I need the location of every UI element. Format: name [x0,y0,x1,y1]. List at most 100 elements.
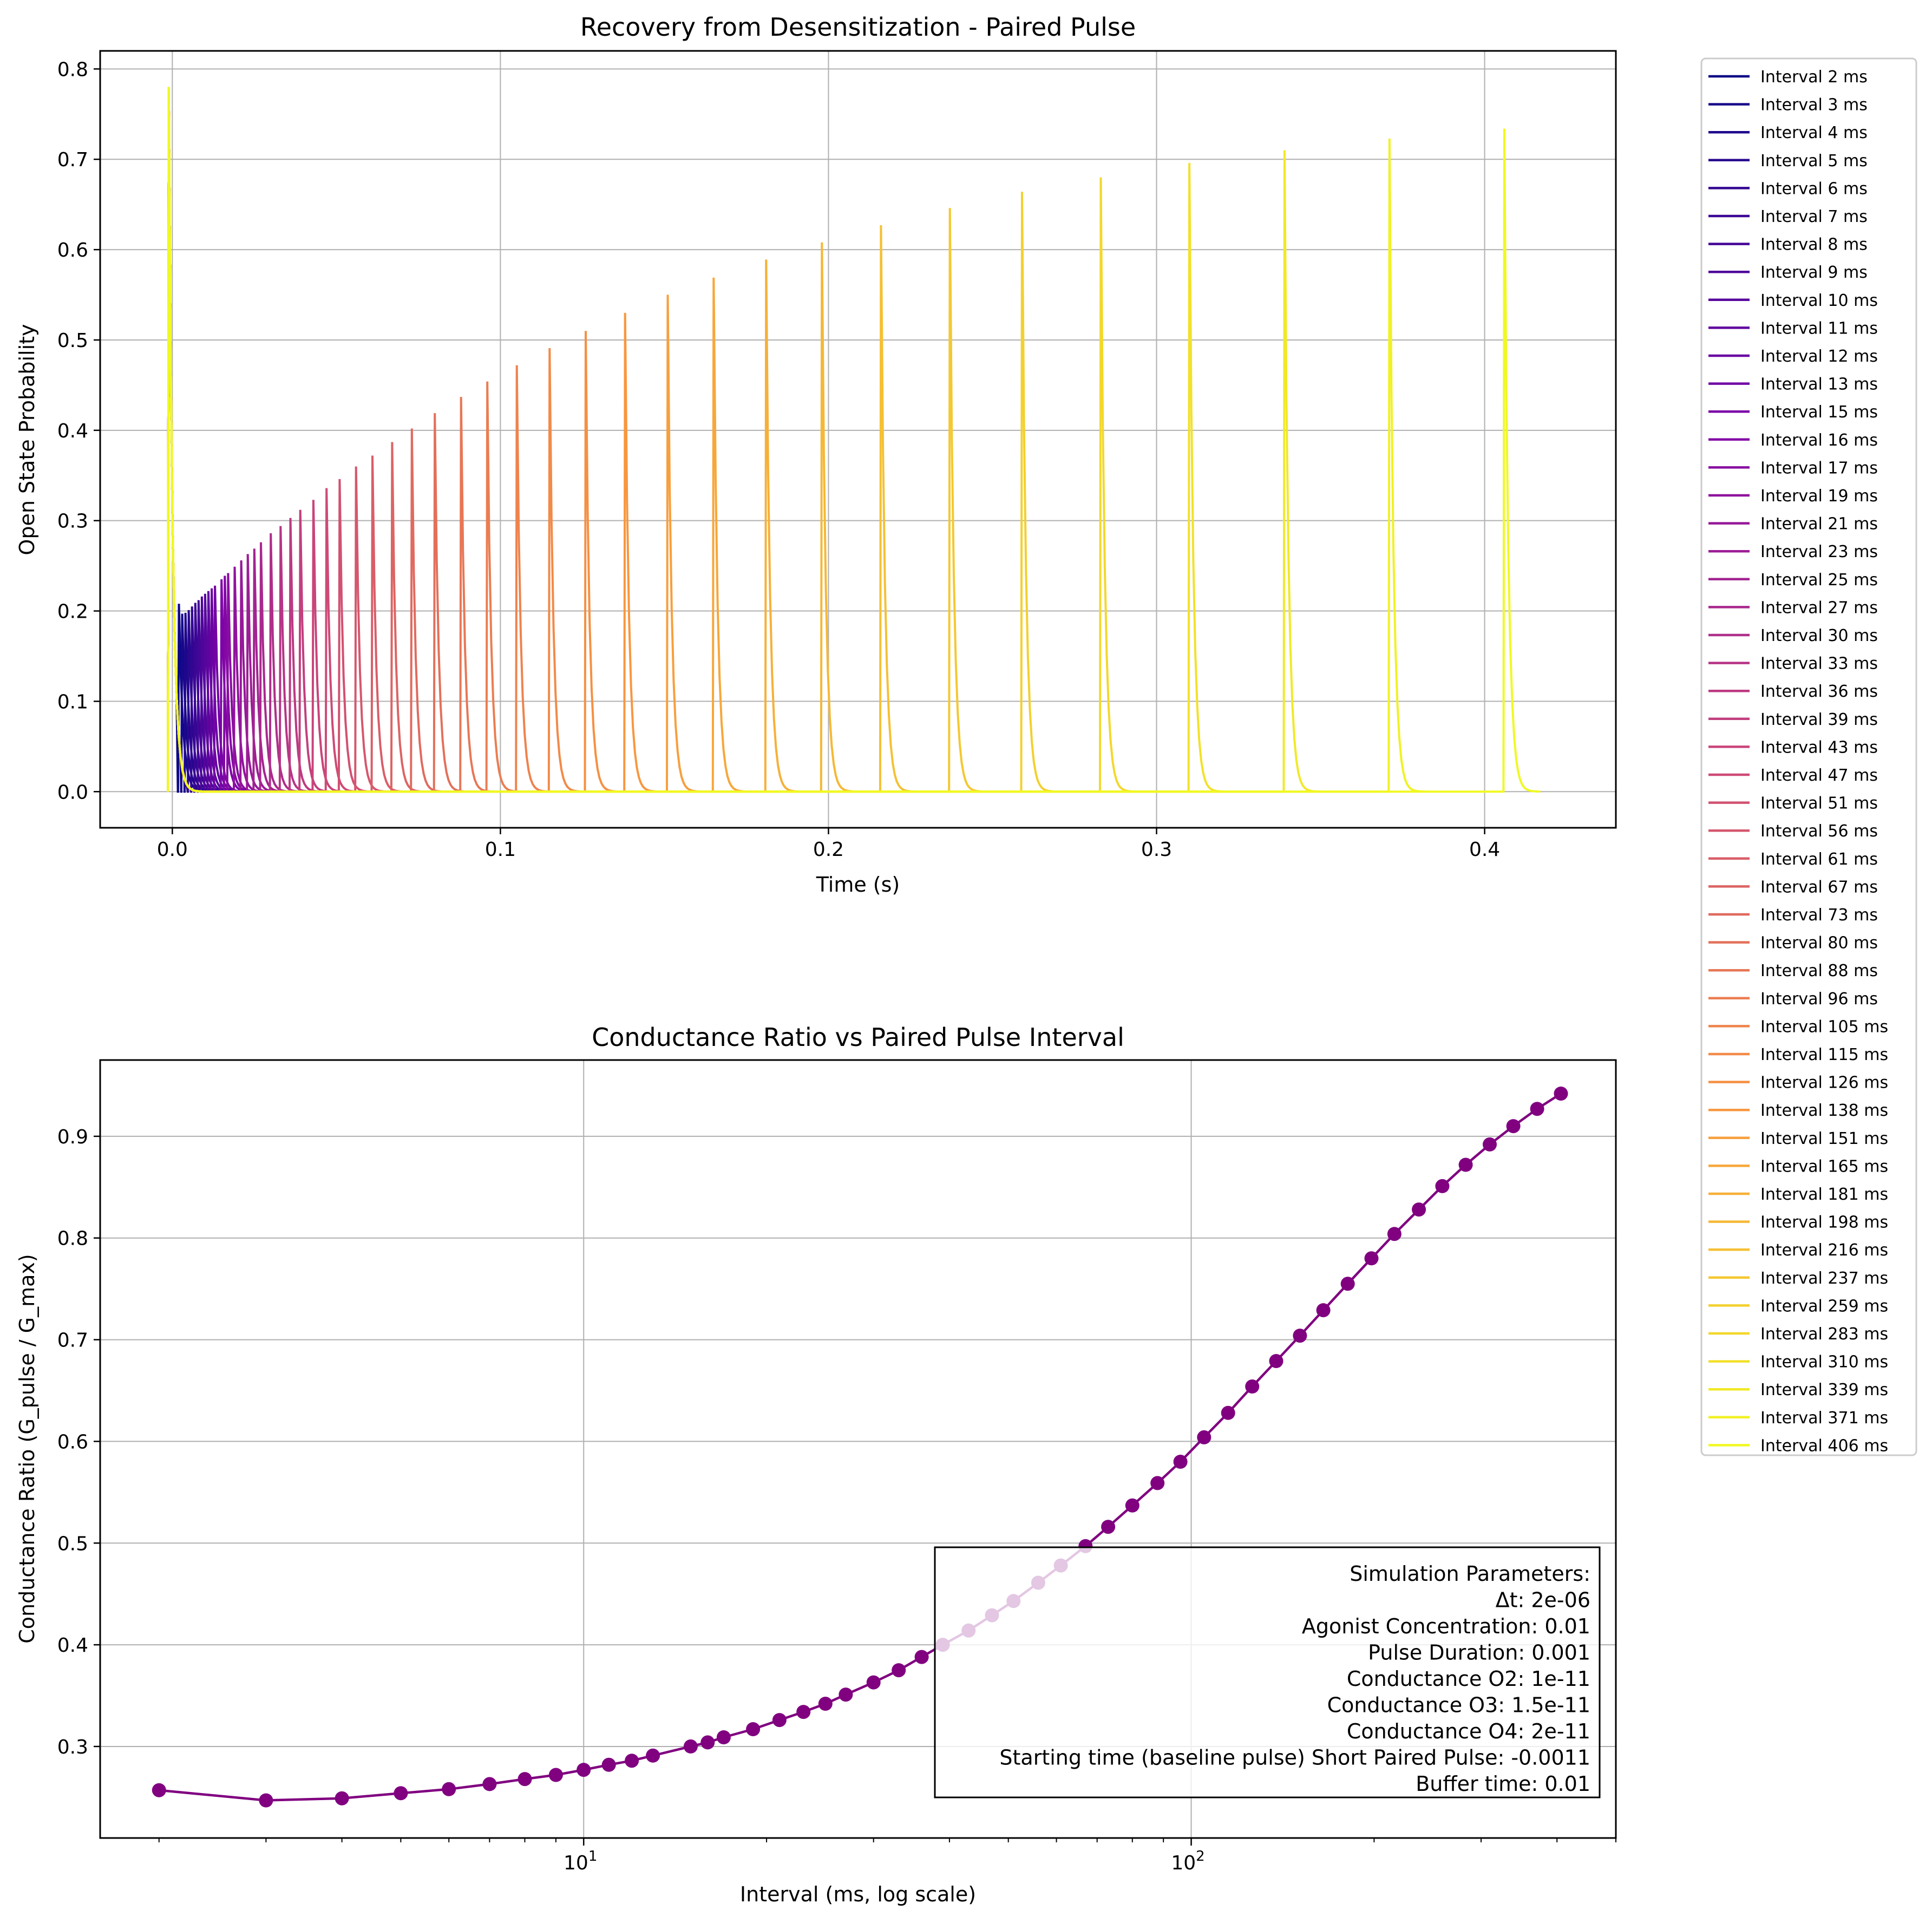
top-x-tick-label: 0.3 [1141,839,1172,861]
legend-label: Interval 6 ms [1760,179,1868,198]
legend-label: Interval 19 ms [1760,487,1878,506]
top-x-tick-label: 0.0 [157,839,188,861]
bottom-y-tick-label: 0.9 [57,1126,88,1148]
top-plot-frame [99,50,1617,829]
parameter-line: Buffer time: 0.01 [1416,1772,1590,1796]
legend-item: Interval 8 ms [1708,236,1868,254]
top-chart: Recovery from Desensitization - Paired P… [15,12,1617,897]
bottom-y-tick-label: 0.7 [57,1330,88,1352]
top-y-tick-label: 0.8 [57,58,88,81]
legend-label: Interval 27 ms [1760,598,1878,617]
ratio-point [1269,1354,1283,1368]
legend-label: Interval 105 ms [1760,1017,1888,1036]
legend-label: Interval 165 ms [1760,1157,1888,1176]
legend-label: Interval 126 ms [1760,1074,1888,1093]
legend-item: Interval 339 ms [1708,1381,1888,1399]
legend-label: Interval 216 ms [1760,1241,1888,1260]
legend-label: Interval 5 ms [1760,152,1868,171]
ratio-point [1125,1498,1139,1513]
legend-items: Interval 2 ms Interval 3 ms Interval 4 ms I… [1708,68,1888,1455]
legend-label: Interval 33 ms [1760,655,1878,673]
legend-item: Interval 15 ms [1708,403,1878,422]
legend-item: Interval 5 ms [1708,152,1868,171]
legend-label: Interval 2 ms [1760,68,1868,87]
ratio-point [601,1757,616,1772]
ratio-point [1506,1119,1521,1134]
parameter-line: Δt: 2e-06 [1496,1588,1590,1612]
legend-label: Interval 339 ms [1760,1381,1888,1399]
ratio-point [1221,1405,1235,1420]
ratio-point [1101,1520,1116,1534]
ratio-point [1387,1227,1401,1241]
legend-label: Interval 12 ms [1760,347,1878,366]
legend-item: Interval 27 ms [1708,598,1878,617]
legend-item: Interval 165 ms [1708,1157,1888,1176]
ratio-point [1412,1202,1426,1217]
top-y-tick-label: 0.0 [57,781,88,803]
ratio-point [716,1730,731,1744]
ratio-point [796,1705,811,1719]
ratio-point [577,1763,591,1777]
legend-item: Interval 181 ms [1708,1185,1888,1204]
ratio-point [818,1697,833,1711]
legend-label: Interval 17 ms [1760,459,1878,478]
bottom-y-tick-label: 0.4 [57,1634,88,1657]
legend-label: Interval 371 ms [1760,1409,1888,1428]
parameter-line: Conductance O4: 2e-11 [1347,1719,1590,1743]
legend-label: Interval 181 ms [1760,1185,1888,1204]
top-y-tick-label: 0.6 [57,239,88,261]
top-x-tick-label: 0.2 [813,839,844,861]
legend-label: Interval 16 ms [1760,431,1878,450]
ratio-point [518,1772,532,1787]
legend-item: Interval 61 ms [1708,850,1878,869]
ratio-point [259,1793,273,1808]
legend-label: Interval 138 ms [1760,1101,1888,1120]
legend-label: Interval 56 ms [1760,822,1878,841]
legend-label: Interval 96 ms [1760,990,1878,1009]
legend-label: Interval 8 ms [1760,236,1868,254]
legend-label: Interval 9 ms [1760,263,1868,282]
legend-item: Interval 73 ms [1708,906,1878,925]
top-x-tick-label: 0.1 [485,839,516,861]
legend-label: Interval 15 ms [1760,403,1878,422]
legend-item: Interval 371 ms [1708,1409,1888,1428]
legend-label: Interval 115 ms [1760,1045,1888,1064]
top-y-tick-label: 0.1 [57,691,88,713]
legend-item: Interval 51 ms [1708,794,1878,813]
legend-item: Interval 25 ms [1708,571,1878,590]
top-y-ticks: 0.0 0.1 0.2 0.3 0.4 0.5 0.6 0.7 0.8 [57,58,100,803]
bottom-chart: Conductance Ratio vs Paired Pulse Interv… [15,1023,1617,1906]
legend-label: Interval 237 ms [1760,1269,1888,1288]
legend-item: Interval 39 ms [1708,710,1878,729]
ratio-point [772,1713,787,1728]
legend-item: Interval 310 ms [1708,1353,1888,1372]
legend-label: Interval 73 ms [1760,906,1878,925]
legend: Interval 2 ms Interval 3 ms Interval 4 ms I… [1700,57,1917,1456]
bottom-x-ticks: 101 102 [158,1838,1616,1874]
legend-item: Interval 33 ms [1708,655,1878,673]
legend-item: Interval 13 ms [1708,375,1878,394]
bottom-x-tick-label: 101 [564,1848,597,1874]
legend-item: Interval 30 ms [1708,626,1878,645]
bottom-x-tick-label: 102 [1171,1848,1204,1874]
legend-label: Interval 4 ms [1760,123,1868,142]
ratio-point [746,1722,761,1736]
parameter-line: Simulation Parameters: [1350,1562,1590,1586]
bottom-grid [100,1060,1616,1838]
legend-item: Interval 11 ms [1708,319,1878,338]
ratio-point [335,1791,349,1806]
legend-item: Interval 16 ms [1708,431,1878,450]
parameter-line: Pulse Duration: 0.001 [1368,1641,1590,1665]
legend-label: Interval 67 ms [1760,878,1878,897]
ratio-point [1173,1455,1188,1469]
legend-item: Interval 47 ms [1708,766,1878,785]
ratio-point [1340,1277,1355,1291]
bottom-y-tick-label: 0.8 [57,1228,88,1250]
ratio-point [1150,1476,1165,1490]
legend-label: Interval 21 ms [1760,515,1878,534]
legend-item: Interval 216 ms [1708,1241,1888,1260]
top-traces [167,87,1541,793]
legend-item: Interval 237 ms [1708,1269,1888,1288]
